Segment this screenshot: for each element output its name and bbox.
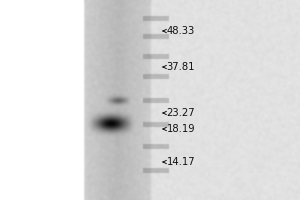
Text: 18.19: 18.19 bbox=[163, 124, 195, 134]
Text: 14.17: 14.17 bbox=[163, 157, 195, 167]
Text: 37.81: 37.81 bbox=[163, 62, 195, 72]
Text: 23.27: 23.27 bbox=[163, 108, 195, 118]
Text: 48.33: 48.33 bbox=[163, 26, 195, 36]
